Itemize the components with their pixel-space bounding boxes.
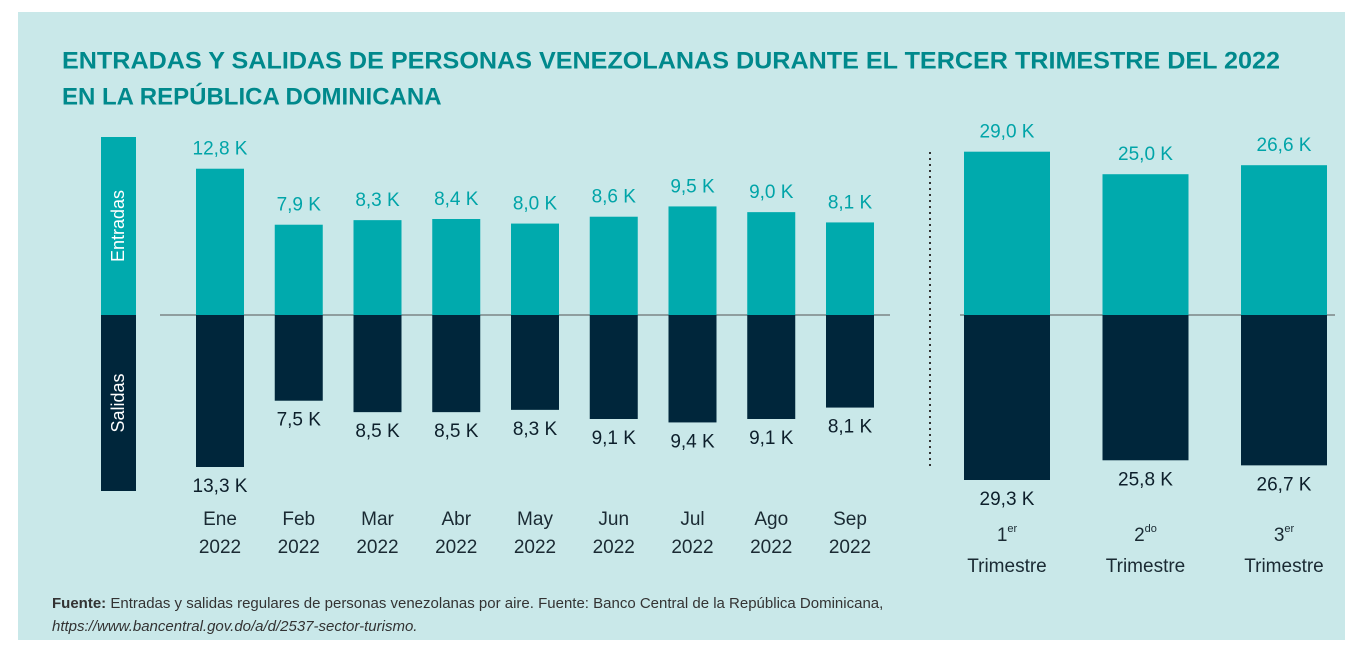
- value-label: 9,4 K: [670, 431, 715, 452]
- value-label: 8,1 K: [828, 417, 873, 438]
- chart-title: ENTRADAS Y SALIDAS DE PERSONAS VENEZOLAN…: [62, 47, 1280, 74]
- x-tick-label: Mar: [361, 509, 394, 530]
- bar: [432, 315, 481, 413]
- value-label: 8,5 K: [434, 421, 479, 442]
- chart-title: EN LA REPÚBLICA DOMINICANA: [62, 82, 442, 110]
- source-url: https://www.bancentral.gov.do/a/d/2537-s…: [52, 618, 417, 635]
- x-tick-label: Ene: [203, 509, 237, 530]
- bar: [747, 212, 796, 315]
- value-label: 9,1 K: [749, 428, 794, 449]
- x-tick-label: 2022: [356, 537, 398, 558]
- bar: [964, 315, 1050, 480]
- bar: [747, 315, 796, 419]
- x-tick-label: 2022: [199, 537, 241, 558]
- x-tick-label: 2022: [278, 537, 320, 558]
- bar: [1102, 315, 1189, 461]
- x-tick-label: 2022: [829, 537, 871, 558]
- legend-label: Entradas: [108, 190, 128, 262]
- bar: [668, 206, 717, 315]
- bar: [964, 151, 1050, 315]
- source: Fuente: Entradas y salidas regulares de …: [52, 595, 883, 612]
- value-label: 8,1 K: [828, 192, 873, 213]
- value-label: 9,0 K: [749, 182, 794, 203]
- bar: [353, 220, 402, 315]
- value-label: 8,0 K: [513, 194, 558, 215]
- x-tick-label: Feb: [282, 509, 315, 530]
- bar: [826, 315, 874, 408]
- x-tick-label: 2022: [671, 537, 713, 558]
- value-label: 8,4 K: [434, 189, 479, 210]
- ordinal-suffix: er: [1007, 523, 1017, 535]
- value-label: 26,6 K: [1257, 135, 1312, 156]
- ordinal: 2: [1134, 525, 1145, 546]
- bar: [353, 315, 402, 413]
- bar: [1241, 315, 1327, 466]
- value-label: 9,1 K: [592, 428, 637, 449]
- ordinal: 1: [997, 525, 1008, 546]
- bar: [432, 219, 481, 315]
- ordinal-suffix: do: [1145, 523, 1157, 535]
- value-label: 9,5 K: [670, 176, 715, 197]
- x-tick-label: Trimestre: [967, 556, 1047, 577]
- bar: [274, 315, 323, 401]
- value-label: 25,8 K: [1118, 469, 1173, 490]
- x-tick-label: 3er: [1274, 523, 1295, 546]
- bar: [196, 315, 244, 467]
- legend-label: Salidas: [108, 373, 128, 432]
- x-tick-label: 2do: [1134, 523, 1157, 546]
- bar: [511, 223, 559, 315]
- bar: [589, 315, 638, 419]
- value-label: 25,0 K: [1118, 144, 1173, 165]
- x-tick-label: Sep: [833, 509, 867, 530]
- x-tick-label: Trimestre: [1106, 556, 1186, 577]
- bar: [1102, 174, 1189, 315]
- bar: [826, 222, 874, 315]
- value-label: 8,3 K: [355, 190, 400, 211]
- value-label: 7,9 K: [277, 195, 322, 216]
- value-label: 8,6 K: [592, 187, 637, 208]
- source-text: Entradas y salidas regulares de personas…: [110, 595, 883, 612]
- bar: [668, 315, 717, 423]
- value-label: 8,5 K: [355, 421, 400, 442]
- x-tick-label: May: [517, 509, 553, 530]
- legend-swatch: [101, 315, 136, 491]
- bar: [274, 224, 323, 315]
- bar: [589, 216, 638, 315]
- value-label: 12,8 K: [193, 139, 248, 160]
- value-label: 29,0 K: [980, 122, 1035, 143]
- value-label: 29,3 K: [980, 489, 1035, 510]
- value-label: 26,7 K: [1257, 474, 1312, 495]
- x-tick-label: Jun: [598, 509, 629, 530]
- x-tick-label: 2022: [750, 537, 792, 558]
- x-tick-label: Abr: [441, 509, 471, 530]
- x-tick-label: Ago: [754, 509, 788, 530]
- bar: [511, 315, 559, 410]
- x-tick-label: 2022: [435, 537, 477, 558]
- x-tick-label: Trimestre: [1244, 556, 1324, 577]
- x-tick-label: 1er: [997, 523, 1018, 546]
- value-label: 8,3 K: [513, 419, 558, 440]
- ordinal: 3: [1274, 525, 1285, 546]
- value-label: 13,3 K: [193, 476, 248, 497]
- value-label: 7,5 K: [277, 410, 322, 431]
- legend-swatch: [101, 137, 136, 315]
- source-label: Fuente:: [52, 595, 106, 612]
- x-tick-label: 2022: [514, 537, 556, 558]
- bar: [1241, 165, 1327, 315]
- x-tick-label: 2022: [593, 537, 635, 558]
- bar: [196, 168, 244, 315]
- x-tick-label: Jul: [680, 509, 704, 530]
- ordinal-suffix: er: [1284, 523, 1294, 535]
